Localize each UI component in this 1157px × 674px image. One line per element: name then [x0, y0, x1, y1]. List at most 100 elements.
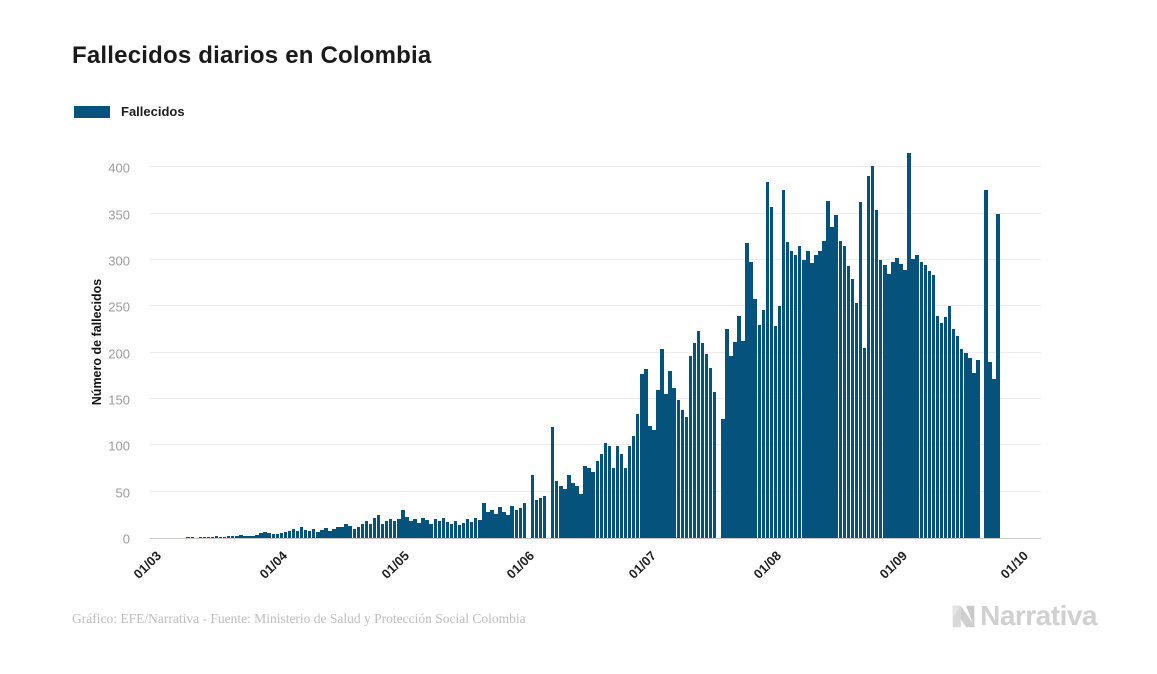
bar [360, 524, 365, 538]
bar [474, 517, 478, 538]
bar [684, 417, 689, 538]
bar [708, 368, 713, 538]
bar [644, 369, 648, 538]
bar [781, 190, 786, 538]
bar [437, 521, 442, 538]
bar [340, 526, 344, 538]
bar [328, 530, 332, 538]
bar [283, 532, 288, 538]
bar [388, 519, 393, 538]
bar [364, 521, 369, 538]
bar [935, 315, 940, 538]
bar [218, 537, 223, 538]
bar [834, 215, 838, 538]
bar [409, 521, 413, 538]
bar [478, 520, 482, 538]
narrativa-n-icon [952, 605, 975, 627]
bar [494, 513, 498, 538]
bar [619, 453, 624, 538]
bar [777, 306, 782, 538]
bar [243, 536, 247, 538]
bar [891, 261, 895, 538]
gridline [150, 212, 1041, 214]
bar [453, 521, 458, 538]
bar [923, 264, 928, 538]
bar [607, 446, 612, 538]
bar [668, 371, 672, 538]
bar [951, 329, 956, 538]
bar [631, 436, 636, 538]
bar [263, 532, 267, 538]
bar [919, 261, 923, 538]
bar [271, 534, 275, 538]
bar [433, 519, 437, 538]
bar [757, 324, 761, 538]
bar [372, 517, 377, 538]
bar [514, 510, 518, 538]
bar [664, 394, 668, 538]
bar [988, 361, 992, 538]
bar [850, 279, 855, 538]
bar [964, 352, 968, 538]
bar [976, 360, 980, 538]
bar [656, 389, 660, 538]
bar [291, 528, 296, 538]
bar [356, 526, 361, 538]
gridline [150, 351, 1041, 353]
bar [700, 343, 705, 538]
bar [704, 353, 709, 538]
gridline [150, 444, 1041, 446]
bar [384, 521, 389, 538]
bar [879, 259, 883, 538]
bar [785, 242, 790, 538]
brand-logo: Narrativa [950, 600, 1097, 632]
bar [826, 200, 830, 538]
bar [862, 347, 867, 538]
bar [202, 537, 207, 538]
bar [417, 523, 421, 538]
bar [960, 348, 964, 538]
bar [765, 182, 770, 538]
bar [567, 474, 571, 538]
bar [530, 474, 535, 538]
bar [866, 176, 871, 538]
bar [376, 514, 381, 538]
bar [555, 480, 559, 538]
bar [222, 537, 227, 538]
bar [469, 522, 474, 538]
bar [449, 524, 454, 538]
bar [413, 519, 417, 538]
y-axis: 0 50 100 150 200 250 300 350 400 [90, 145, 140, 546]
bar [303, 529, 308, 538]
bar [761, 309, 766, 538]
bar [725, 329, 729, 538]
bar [640, 373, 644, 538]
bar [887, 273, 891, 538]
plot-area [150, 145, 1041, 539]
bar [947, 306, 952, 538]
bar [858, 202, 863, 538]
gridline [150, 166, 1041, 168]
bar [972, 372, 976, 538]
bar [563, 488, 567, 538]
bar [226, 536, 231, 538]
bar [490, 510, 494, 538]
bar [798, 245, 802, 538]
legend-swatch [74, 105, 110, 118]
bar [368, 524, 373, 538]
bar [680, 410, 685, 538]
bar [749, 261, 753, 538]
bar [818, 250, 822, 538]
bar [324, 527, 328, 538]
bar [943, 317, 948, 538]
y-tick-label: 400 [108, 160, 130, 176]
bar [393, 521, 397, 538]
bar [425, 520, 429, 538]
bar [348, 525, 352, 538]
bar [955, 335, 960, 538]
bar [421, 517, 425, 538]
bar [636, 413, 640, 538]
bar [915, 255, 919, 538]
x-axis: 01/03 01/04 01/05 01/06 01/07 01/08 01/09 01/10 [130, 548, 1032, 582]
legend-label: Fallecidos [121, 104, 185, 119]
